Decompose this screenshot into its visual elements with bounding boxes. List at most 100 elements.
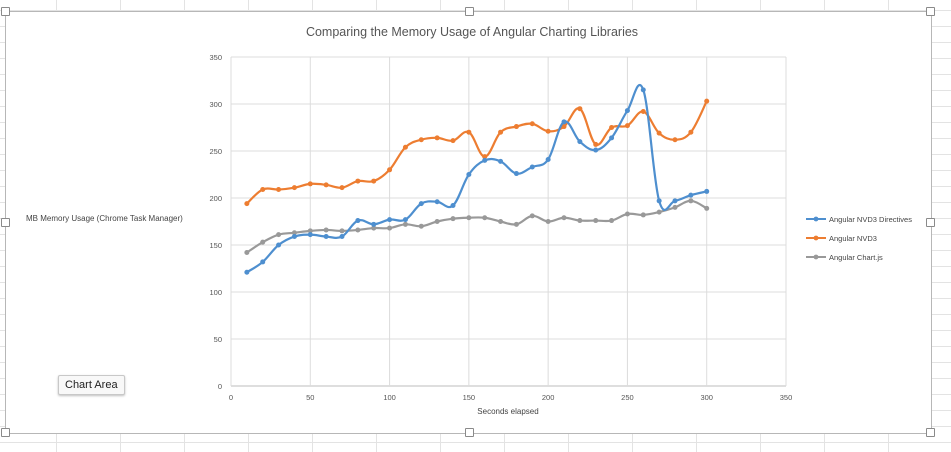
data-point[interactable] [640,87,646,93]
data-point[interactable] [276,187,282,193]
data-point[interactable] [323,182,329,188]
resize-handle-top-right[interactable] [926,7,935,16]
legend[interactable]: Angular NVD3 Directives Angular NVD3 Angul… [806,215,912,262]
data-point[interactable] [672,204,678,210]
resize-handle-right[interactable] [926,218,935,227]
data-point[interactable] [450,138,456,144]
data-point[interactable] [434,199,440,205]
data-point[interactable] [656,130,662,136]
resize-handle-top[interactable] [465,7,474,16]
data-point[interactable] [371,221,377,227]
legend-item[interactable]: Angular NVD3 Directives [806,215,912,224]
data-point[interactable] [513,221,519,227]
data-point[interactable] [498,129,504,135]
data-point[interactable] [418,201,424,207]
data-point[interactable] [593,218,599,224]
data-point[interactable] [688,129,694,135]
data-point[interactable] [450,203,456,209]
data-point[interactable] [355,178,361,184]
data-point[interactable] [339,228,345,234]
data-point[interactable] [434,135,440,141]
data-point[interactable] [402,221,408,227]
data-point[interactable] [434,219,440,224]
data-point[interactable] [260,259,266,265]
data-point[interactable] [656,209,662,215]
data-point[interactable] [450,216,456,222]
data-point[interactable] [640,212,646,218]
data-point[interactable] [545,128,551,134]
data-point[interactable] [466,215,472,221]
data-point[interactable] [609,218,615,224]
data-point[interactable] [624,108,630,114]
data-point[interactable] [244,250,250,256]
data-point[interactable] [244,201,250,207]
series-1[interactable] [244,98,710,207]
resize-handle-bottom-left[interactable] [1,428,10,437]
data-point[interactable] [561,119,567,125]
data-point[interactable] [371,178,377,184]
data-point[interactable] [355,218,361,224]
resize-handle-top-left[interactable] [1,7,10,16]
data-point[interactable] [355,227,361,233]
data-point[interactable] [640,109,646,115]
data-point[interactable] [482,157,488,163]
data-point[interactable] [291,234,297,240]
data-point[interactable] [704,205,710,211]
data-point[interactable] [387,167,393,173]
data-point[interactable] [688,198,694,204]
data-point[interactable] [688,192,694,198]
data-point[interactable] [672,137,678,143]
data-point[interactable] [418,223,424,229]
series-0[interactable] [244,83,710,275]
series-lines[interactable] [244,83,710,275]
data-point[interactable] [323,227,329,233]
data-point[interactable] [387,217,393,223]
data-point[interactable] [513,124,519,130]
data-point[interactable] [339,185,345,191]
data-point[interactable] [529,164,535,170]
data-point[interactable] [609,125,615,130]
data-point[interactable] [402,144,408,150]
data-point[interactable] [323,234,329,240]
data-point[interactable] [276,232,282,238]
data-point[interactable] [482,154,488,160]
data-point[interactable] [339,234,345,240]
resize-handle-bottom-right[interactable] [926,428,935,437]
data-point[interactable] [577,218,583,224]
data-point[interactable] [291,185,297,191]
data-point[interactable] [307,232,313,238]
data-point[interactable] [561,124,567,130]
series-line[interactable] [246,100,708,205]
data-point[interactable] [624,211,630,217]
data-point[interactable] [418,137,424,143]
data-point[interactable] [291,230,297,236]
data-point[interactable] [672,198,678,204]
data-point[interactable] [387,225,393,231]
data-point[interactable] [482,215,488,221]
data-point[interactable] [307,181,313,187]
data-point[interactable] [260,239,266,245]
data-point[interactable] [529,213,535,219]
data-point[interactable] [529,121,535,127]
data-point[interactable] [577,139,583,145]
data-point[interactable] [513,171,519,177]
data-point[interactable] [577,106,583,112]
data-point[interactable] [593,141,599,147]
data-point[interactable] [561,215,567,221]
data-point[interactable] [466,172,472,177]
data-point[interactable] [609,135,615,141]
data-point[interactable] [307,228,313,234]
data-point[interactable] [498,219,504,224]
resize-handle-bottom[interactable] [465,428,474,437]
data-point[interactable] [371,225,377,231]
data-point[interactable] [466,129,472,135]
data-point[interactable] [244,269,250,275]
data-point[interactable] [656,198,662,204]
resize-handle-left[interactable] [1,218,10,227]
legend-item[interactable]: Angular Chart.js [806,253,883,262]
data-point[interactable] [402,217,408,223]
data-point[interactable] [704,98,710,104]
data-point[interactable] [704,188,710,194]
data-point[interactable] [276,242,282,248]
